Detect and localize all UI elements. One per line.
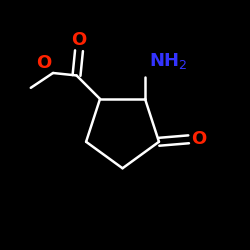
Text: NH$_2$: NH$_2$ bbox=[149, 50, 187, 70]
Text: O: O bbox=[191, 130, 206, 148]
Text: O: O bbox=[71, 32, 86, 50]
Text: O: O bbox=[36, 54, 52, 72]
